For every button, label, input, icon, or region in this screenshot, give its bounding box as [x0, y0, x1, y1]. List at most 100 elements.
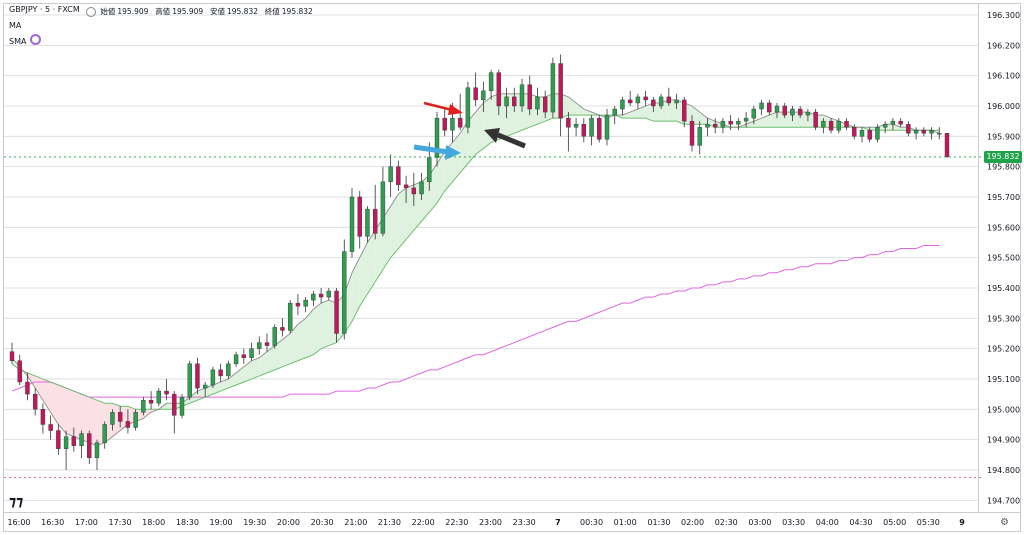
candle-up	[156, 390, 162, 404]
y-tick-label: 195.300	[987, 314, 1020, 323]
candle-up	[465, 87, 471, 128]
x-tick-label: 01:00	[614, 518, 637, 527]
candle-up	[743, 117, 749, 122]
open-value: 195.909	[117, 7, 149, 16]
candle-down	[473, 87, 478, 101]
candle-down	[442, 117, 447, 131]
candle-down	[782, 105, 787, 116]
band-segment	[297, 318, 306, 361]
candle-up	[635, 96, 641, 104]
time-axis[interactable]: 16:00 16:30 17:00 17:30 18:00 18:30 19:00 19:30…	[4, 512, 1020, 528]
x-tick-label: 20:00	[277, 518, 300, 527]
close-value: 195.832	[281, 7, 313, 16]
x-tick-label: 18:30	[176, 518, 199, 527]
x-tick-label: 22:30	[445, 518, 468, 527]
y-tick-label: 196.100	[987, 72, 1020, 81]
candle-up	[674, 99, 679, 104]
candle-up	[450, 117, 455, 131]
band-segment	[243, 360, 252, 382]
candle-down	[712, 123, 718, 128]
candle-up	[658, 96, 664, 107]
black-arrow	[497, 132, 526, 149]
candle-down	[728, 120, 733, 125]
band-segment	[58, 385, 67, 434]
candle-down	[32, 393, 38, 410]
y-tick-label: 196.000	[987, 102, 1020, 111]
slow-ma-line	[11, 114, 940, 410]
candle-down	[921, 130, 927, 134]
band-segment	[367, 230, 376, 295]
candle-down	[264, 342, 270, 346]
band-segment	[452, 133, 461, 182]
settings-gear-icon[interactable]: ⚙	[1000, 517, 1009, 528]
band-segment	[352, 257, 360, 322]
sma-indicator[interactable]: SMA	[9, 34, 42, 46]
candle-up	[202, 384, 208, 389]
band-segment	[800, 112, 808, 128]
candle-up	[519, 84, 525, 107]
candle-down	[48, 424, 53, 431]
price-axis[interactable]: 196.300 196.200 196.100 196.000 195.900 195.8…	[978, 4, 1021, 512]
blue-arrow	[413, 144, 449, 155]
candle-up	[504, 96, 509, 107]
candle-down	[195, 363, 200, 389]
candle-up	[210, 369, 216, 386]
candle-up	[427, 157, 432, 183]
candle-up	[226, 363, 231, 377]
red-arrow-head	[448, 104, 463, 115]
candle-down	[241, 354, 247, 358]
candle-down	[944, 133, 950, 158]
candle-up	[233, 354, 239, 364]
x-tick-label: 23:30	[513, 518, 536, 527]
candle-up	[736, 120, 741, 125]
symbol-title[interactable]: GBPJPY · 5 · FXCM	[9, 5, 80, 14]
candle-down	[218, 369, 223, 377]
open-label: 始値	[100, 7, 116, 16]
candle-up	[875, 127, 880, 140]
band-segment	[259, 351, 267, 376]
candle-down	[56, 430, 61, 449]
band-segment	[321, 300, 329, 349]
y-tick-label: 195.900	[987, 132, 1020, 141]
candle-down	[40, 409, 46, 425]
x-tick-label: 02:00	[681, 518, 704, 527]
candle-up	[365, 208, 370, 237]
candle-down	[867, 130, 872, 140]
current-price-badge: 195.832	[984, 150, 1022, 163]
band-segment	[42, 378, 51, 413]
candle-down	[87, 433, 92, 459]
sma-settings-icon[interactable]	[30, 34, 42, 45]
y-tick-label: 195.100	[987, 375, 1020, 384]
candle-up	[751, 108, 757, 119]
ma-indicator-label[interactable]: MA	[9, 21, 22, 30]
candle-down	[334, 290, 339, 334]
candle-up	[604, 114, 610, 140]
band-segment	[282, 333, 291, 367]
band-segment	[892, 124, 901, 131]
band-segment	[692, 105, 700, 125]
x-tick-label: 7	[555, 518, 561, 527]
close-label: 終値	[264, 7, 280, 16]
band-segment	[576, 102, 584, 116]
eye-icon[interactable]	[86, 7, 96, 17]
candle-up	[697, 127, 702, 146]
candle-up	[434, 117, 440, 158]
annotations	[413, 101, 526, 160]
tradingview-logo-icon[interactable]: ⁊⁊	[9, 494, 24, 510]
candle-down	[666, 96, 672, 104]
candle-down	[813, 111, 818, 128]
candle-down	[403, 184, 409, 189]
candle-down	[898, 120, 903, 125]
x-tick-label: 04:30	[849, 518, 872, 527]
x-tick-label: 16:30	[41, 518, 64, 527]
candle-down	[148, 399, 154, 404]
candle-down	[844, 120, 849, 128]
band-segment	[313, 303, 322, 355]
x-tick-label: 21:30	[378, 518, 401, 527]
candle-down	[682, 99, 687, 122]
band-segment	[437, 151, 445, 204]
candle-up	[141, 399, 146, 413]
y-tick-label: 195.000	[987, 405, 1020, 414]
band-segment	[483, 96, 492, 149]
